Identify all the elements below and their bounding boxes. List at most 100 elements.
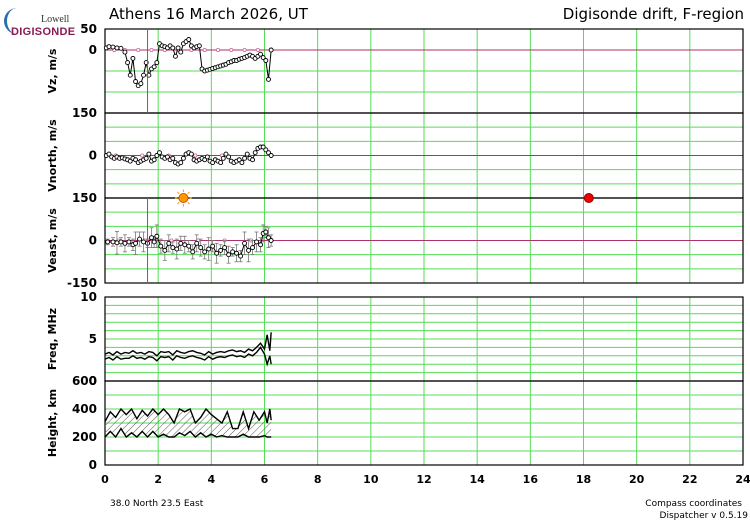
data-point [234,250,240,256]
y-tick-label: -150 [67,276,97,290]
data-point [260,144,266,150]
logo-digisonde: DIGISONDE [11,26,76,38]
x-tick-label: 4 [208,473,216,486]
data-point [170,45,176,51]
reference-point [149,48,154,53]
y-tick-label: 5 [89,332,97,346]
data-point [170,245,176,251]
data-point [239,160,245,166]
series-line [106,38,272,87]
data-point [122,49,128,55]
sunrise-ray [187,191,190,195]
data-point [238,253,244,259]
reference-point [215,48,220,53]
data-point [198,245,204,251]
data-point [151,64,157,70]
data-point [223,151,229,157]
data-point [125,60,131,66]
data-point [180,155,186,161]
data-point [149,235,154,241]
data-point [157,150,162,156]
series-upper-line [104,332,272,357]
data-point [182,242,188,248]
series-upper-line [104,407,272,431]
data-point [141,239,146,245]
logo-lowell: Lowell [41,14,70,25]
data-point [266,235,271,241]
data-point [174,246,180,252]
panel-frame [104,197,744,284]
data-point [236,157,242,163]
data-point [126,239,132,245]
data-point [106,44,112,50]
sunrise-ray [187,201,190,205]
reference-point [229,48,234,53]
data-point [266,76,271,82]
chart-title-station: Athens 16 March 2026, UT [109,5,308,23]
data-point [266,150,271,156]
series-lower-line [104,427,272,439]
x-tick-label: 10 [363,473,379,486]
data-point [141,72,146,78]
data-point [172,53,178,59]
data-point [252,150,258,156]
data-point [127,72,133,78]
data-point [226,252,232,258]
data-point [105,239,111,245]
data-point [242,155,248,161]
y-tick-label: 400 [72,402,97,416]
data-point [190,249,196,255]
data-point [268,153,274,158]
data-point [194,240,200,246]
data-point [127,158,133,164]
x-tick-label: 0 [101,473,109,486]
data-point [165,154,170,160]
data-point [260,55,266,61]
y-tick-label: 150 [72,191,97,205]
sunrise-ray [177,191,180,195]
data-point [230,249,236,255]
data-point [210,160,216,166]
data-point [146,151,152,157]
data-point [122,240,128,246]
y-axis-label: Height, km [46,389,59,457]
sunrise-icon [178,193,189,203]
x-tick-label: 20 [629,473,645,486]
data-point [263,229,269,235]
data-point [133,240,139,246]
data-point [158,243,164,249]
data-point [206,246,212,252]
logo-arc-icon [4,8,23,34]
data-point [268,238,274,243]
y-tick-label: 50 [80,22,97,36]
data-point [222,245,228,251]
data-point [258,51,263,57]
data-point [263,147,269,153]
data-point [118,45,124,51]
y-tick-label: 0 [89,458,97,472]
data-point [202,249,208,255]
reference-point [202,48,207,53]
data-point [154,60,160,66]
y-tick-label: 10 [80,290,97,304]
data-point [218,160,224,166]
data-point [170,155,176,161]
data-point [133,157,139,163]
y-tick-label: 200 [72,430,97,444]
x-tick-label: 6 [261,473,269,486]
series-lower-line [104,346,272,367]
data-point [114,45,120,51]
data-point [110,44,116,50]
data-point [166,240,172,246]
x-tick-label: 24 [735,473,750,486]
data-point [226,154,232,160]
data-point [130,55,136,61]
data-point [114,240,120,246]
data-point [178,49,184,55]
data-point [204,154,210,160]
data-point [186,243,192,249]
sunrise-ray [177,201,180,205]
data-point [110,239,116,245]
data-point [186,37,192,42]
